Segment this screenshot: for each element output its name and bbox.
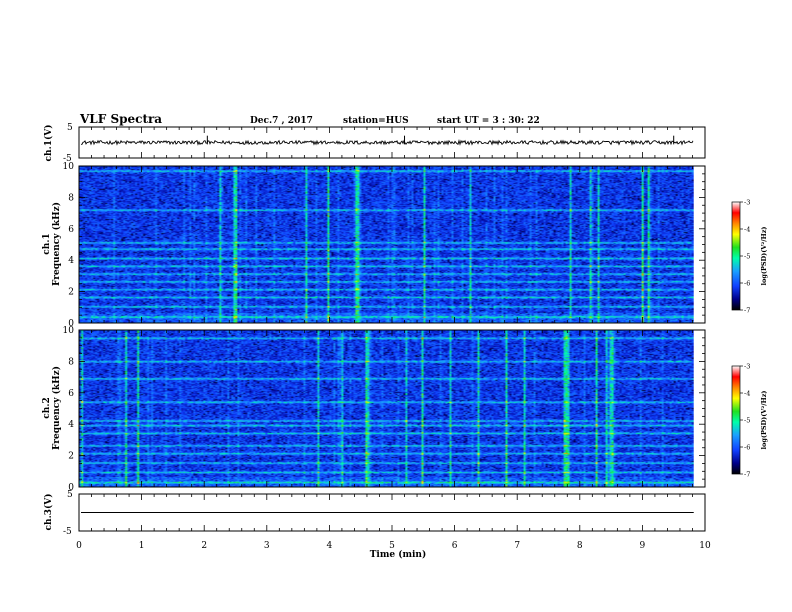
x-tick-label: 6 [452,541,458,551]
ch1-ylabel: ch.1(V) [43,125,54,162]
ch3-ylabel: ch.3(V) [43,494,54,531]
colorbar-tick-label: -7 [744,307,750,315]
x-axis-label: Time (min) [370,549,427,560]
chart-title: VLF Spectra [79,112,162,126]
ch1-colorbar [731,201,741,311]
ch1-waveform-trace [81,135,694,146]
ch2-spectrogram-axis-ticks: 0 2 4 6 8 10 [63,326,706,493]
x-tick-label: 4 [327,541,333,551]
ch1-waveform-line [81,139,694,146]
colorbar-tick-label: -3 [744,363,750,371]
x-tick-label: 7 [514,541,520,551]
colorbar-tick-label: -4 [744,226,750,234]
ch2-spectrogram-ylabel: Frequency (kHz) [51,366,62,450]
colorbar-tick-label: -6 [744,444,750,452]
ch3-ytick-top: 5 [67,490,73,500]
x-tick-label: 5 [389,541,395,551]
ch1-spectrogram-channel-label: ch.1 [42,233,52,254]
x-tick-label: 2 [201,541,207,551]
colorbar-tick-label: -6 [744,280,750,288]
y-tick-label: 0 [68,319,74,329]
x-tick-label: 1 [139,541,145,551]
ch1-spectrogram-image [79,166,694,323]
ch1-colorbar-ticks: -3 -4 -5 -6 -7 [740,199,750,315]
colorbar-tick-label: -4 [744,390,750,398]
ch1-colorbar-label: log(PSD)(V²/Hz) [760,227,768,286]
ch3-ytick-bottom: -5 [63,527,72,537]
y-tick-label: 2 [68,288,74,298]
y-tick-label: 2 [68,452,74,462]
ch2-colorbar-label: log(PSD)(V²/Hz) [760,391,768,450]
ch3-axis-ticks [78,493,706,532]
x-tick-label: 3 [264,541,270,551]
y-tick-label: 8 [68,193,74,203]
date-label: Dec.7 , 2017 [250,116,313,126]
colorbar-tick-label: -3 [744,199,750,207]
x-tick-label: 9 [640,541,646,551]
ch2-spectrogram-channel-label: ch.2 [42,397,52,418]
y-tick-label: 10 [63,162,75,172]
ch1-spectrogram-axis-ticks: 0 2 4 6 8 10 [63,162,706,329]
ch2-colorbar [731,365,741,475]
x-tick-label: 10 [699,541,711,551]
y-tick-label: 4 [68,256,74,266]
ch3-waveform-panel: 5 -5 ch.3(V) [43,490,706,537]
y-tick-label: 0 [68,483,74,493]
start-time-label: start UT = 3 : 30: 22 [437,116,540,126]
x-tick-label: 8 [577,541,583,551]
x-tick-label: 0 [76,541,82,551]
colorbar-tick-label: -5 [744,253,750,261]
ch1-waveform-panel: 5 -5 ch.1(V) [43,123,706,164]
x-axis-tick-labels: 0 1 2 3 4 5 6 7 8 9 10 [76,541,711,551]
colorbar-tick-label: -7 [744,471,750,479]
ch1-ytick-top: 5 [67,123,73,133]
ch1-ytick-bottom: -5 [63,154,72,164]
ch2-colorbar-ticks: -3 -4 -5 -6 -7 [740,363,750,479]
y-tick-label: 10 [63,326,75,336]
ch1-axis-ticks [78,126,706,159]
colorbar-tick-label: -5 [744,417,750,425]
y-tick-label: 8 [68,357,74,367]
y-tick-label: 4 [68,420,74,430]
ch1-spectrogram-ylabel: Frequency (kHz) [51,202,62,286]
station-label: station=HUS [343,116,409,126]
ch2-spectrogram-image [79,330,694,487]
y-tick-label: 6 [68,225,74,235]
y-tick-label: 6 [68,389,74,399]
